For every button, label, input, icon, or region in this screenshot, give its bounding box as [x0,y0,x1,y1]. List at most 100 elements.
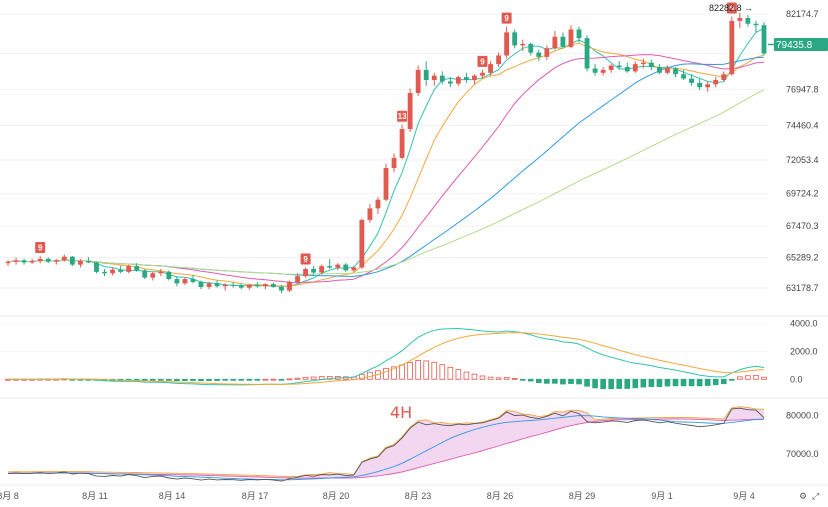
candle [568,25,574,49]
macd-bar [246,378,253,381]
sequence-marker-label: 9 [480,57,485,66]
candle-body [415,69,421,93]
candle-body [335,264,341,268]
candle-body [351,267,357,271]
candle-body [118,269,124,272]
candle-body [584,38,590,69]
macd-dea-line [8,332,765,385]
macd-bar [704,378,711,386]
candle [206,281,212,290]
candle [190,274,196,284]
candle-body [383,167,389,200]
macd-bar [527,378,534,382]
candle-body [45,258,51,262]
date-tick-label: 9月 1 [651,491,673,501]
candle [13,257,19,265]
candle [238,283,244,290]
macd-bar [310,376,317,380]
candle [697,78,703,91]
candle [319,264,325,275]
zoom-icon[interactable]: ⤢ [811,492,819,502]
sequence-marker-label: 9 [730,4,735,13]
candle [230,281,236,288]
macd-bar [230,378,237,381]
candle-body [134,266,140,271]
candle [745,15,751,27]
candle [673,67,678,78]
macd-bar [141,378,148,381]
macd-bar [190,378,196,381]
macd-bar [487,376,494,380]
current-price-badge: 79435.8 [768,38,828,51]
macd-bar [214,378,220,381]
sequence-marker: 9 [35,241,46,253]
candle [737,12,743,29]
candle [407,88,413,132]
candle-body [472,75,477,80]
date-axis: 8月 8 8月 11 8月 14 8月 17 8月 20 8月 23 8月 26 8月 29 9… [0,491,755,501]
candle [608,64,614,73]
candle-body [737,17,743,21]
candle [528,42,534,56]
candle [753,20,759,33]
candle [544,45,550,60]
candle [504,26,510,59]
candle [399,124,405,160]
date-tick-label: 8月 26 [487,491,514,501]
candle-body [729,20,735,75]
lower-indicator-panel [7,406,765,482]
candle [246,284,252,290]
candle-body [673,68,678,75]
candle-body [632,64,638,72]
ma-fast-line [7,27,765,288]
candle-body [600,69,606,73]
lower-mid-line [7,415,765,481]
candle [584,35,590,72]
candle [303,267,308,278]
candle-body [222,284,228,287]
macd-bar [616,378,623,389]
macd-bar [608,378,614,389]
candle [102,268,107,277]
candle [512,29,518,49]
candle [367,204,373,223]
candle-body [102,271,107,274]
candle [182,277,188,285]
candle-body [705,84,711,88]
candle [5,260,11,267]
candle [134,263,140,272]
candle [592,64,598,76]
settings-icon[interactable]: ⚙ [799,492,807,502]
macd-bar [383,367,389,380]
candle-body [327,266,333,268]
candle [126,264,132,274]
candle [681,69,686,80]
macd-bar [592,378,598,389]
candle-body [246,284,252,288]
candle-body [560,36,566,47]
macd-bar [503,376,510,380]
price-tick-label: 69724.2 [786,189,819,199]
candle-body [681,74,686,79]
candle [351,266,357,272]
macd-bar [455,369,462,380]
candle [343,263,349,272]
date-tick-label: 8月 8 [0,491,19,501]
price-tick-label: 65289.2 [786,253,819,263]
macd-bar [407,361,413,380]
macd-bar [463,371,470,380]
candle-body [5,261,11,264]
candle [480,69,485,79]
candle [311,266,317,275]
macd-bar [672,378,679,387]
candle-body [77,261,83,265]
macd-bar [519,378,526,381]
macd-bar [576,378,582,385]
lower-price-line [7,407,765,482]
candle [600,67,606,76]
candle-body [254,284,260,287]
macd-bar [447,366,454,380]
macd-bar [737,376,743,380]
candle-body [37,258,43,262]
